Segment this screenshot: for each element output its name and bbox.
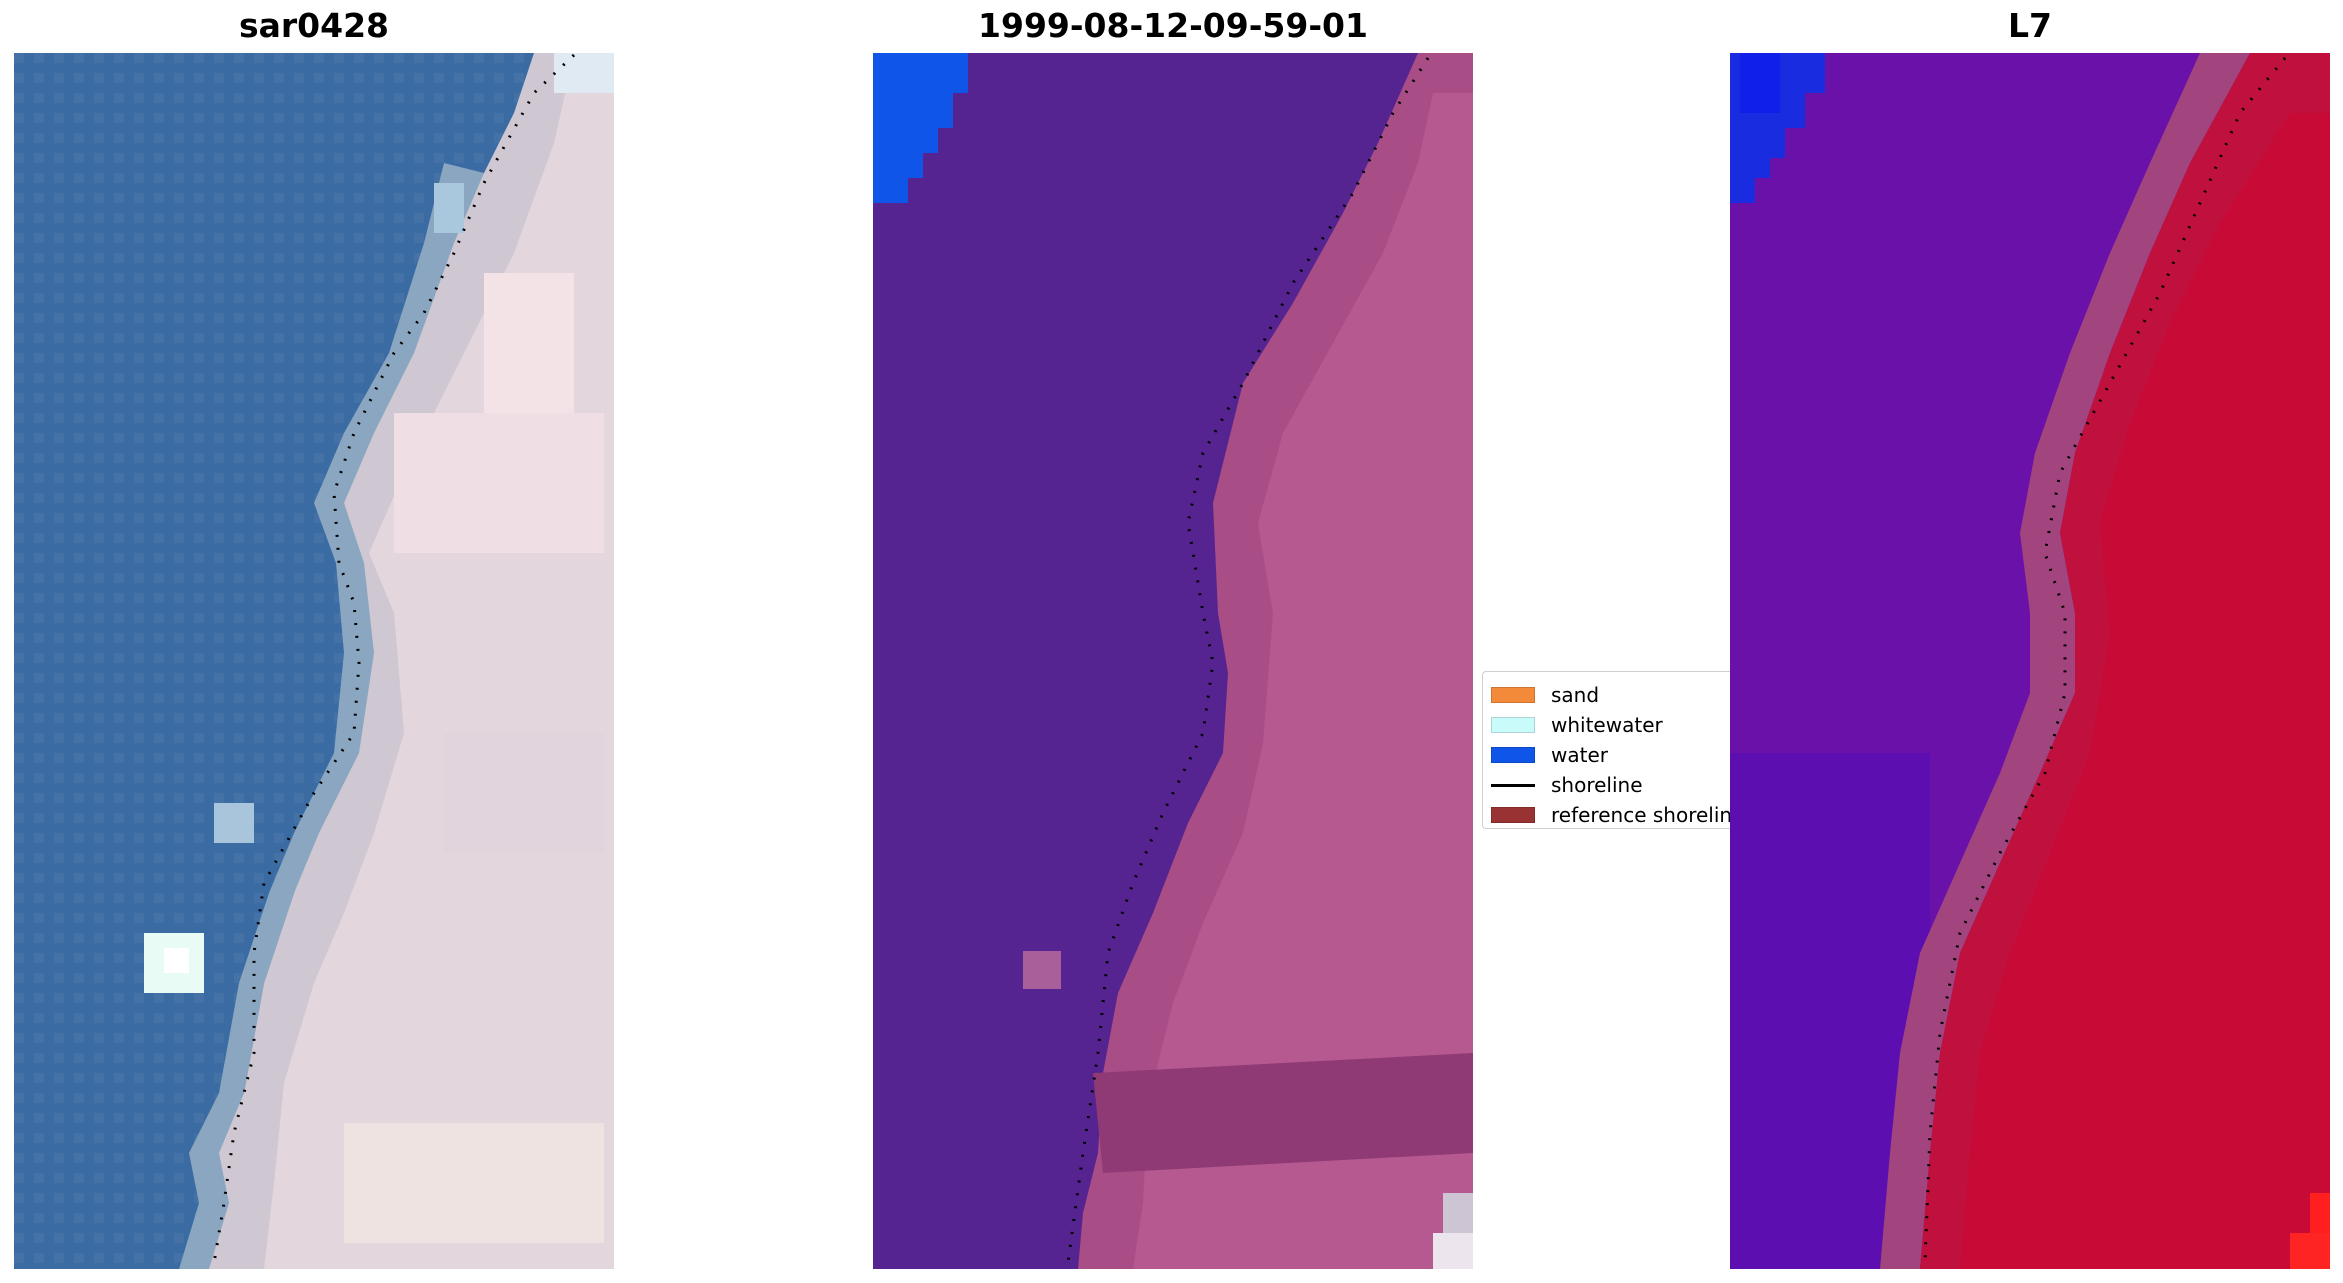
l7-image: [1730, 53, 2330, 1269]
legend-label: shoreline: [1551, 773, 1643, 797]
legend-label: reference shoreline: [1551, 803, 1730, 827]
sand-swatch-icon: [1491, 687, 1535, 703]
whitewater-swatch-icon: [1491, 717, 1535, 733]
shoreline-2: [1066, 57, 1430, 1264]
classified-image-panel: [873, 53, 1473, 1269]
legend-label: water: [1551, 743, 1608, 767]
panel-title-date: 1999-08-12-09-59-01: [978, 6, 1368, 45]
rgb-image: [14, 53, 614, 1269]
rgb-image-panel: [14, 53, 614, 1269]
legend-item-whitewater: whitewater: [1491, 711, 1730, 739]
legend: sand whitewater water shoreline referenc…: [1482, 671, 1730, 829]
legend-label: whitewater: [1551, 713, 1663, 737]
shoreline-1: [212, 53, 576, 1264]
classified-image: [873, 53, 1473, 1269]
water-swatch-icon: [1491, 747, 1535, 763]
l7-image-panel: [1730, 53, 2330, 1269]
legend-item-sand: sand: [1491, 681, 1730, 709]
reference-shoreline-swatch-icon: [1491, 807, 1535, 823]
legend-item-reference-shoreline: reference shoreline: [1491, 801, 1730, 828]
panel-title-l7: L7: [2008, 6, 2052, 45]
panel-title-rgb: sar0428: [238, 6, 390, 45]
legend-label: sand: [1551, 683, 1600, 707]
legend-item-water: water: [1491, 741, 1730, 769]
shoreline-line-icon: [1491, 783, 1535, 787]
legend-item-shoreline: shoreline: [1491, 771, 1730, 799]
